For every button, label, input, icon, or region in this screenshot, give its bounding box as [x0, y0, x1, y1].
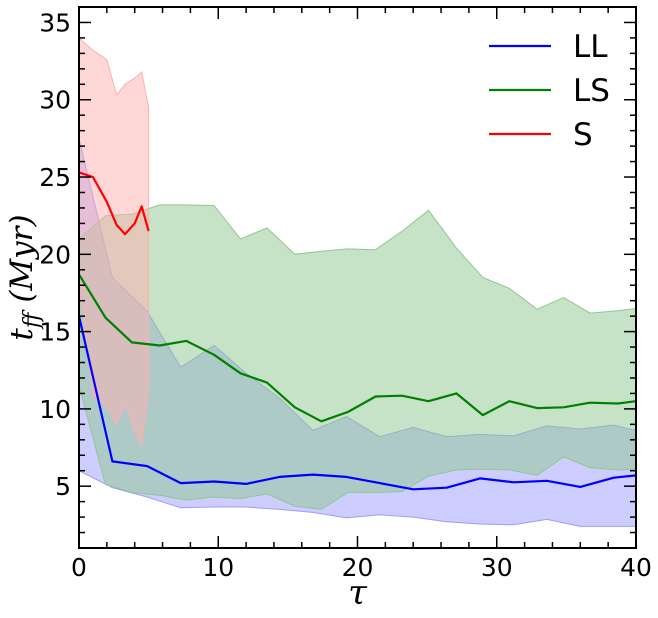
x-tick-label: 30 — [481, 553, 513, 582]
legend-label-s: S — [573, 117, 593, 153]
legend: LL LS S — [489, 29, 610, 153]
y-tick-label: 30 — [39, 86, 71, 115]
y-tick-label: 25 — [39, 163, 71, 192]
band-ls — [78, 204, 637, 510]
legend-label-ll: LL — [573, 29, 608, 65]
x-axis-label: τ — [348, 573, 368, 613]
y-tick-label: 15 — [39, 318, 71, 347]
series-line-s — [78, 171, 150, 236]
x-tick-label: 0 — [71, 553, 87, 582]
x-tick-label: 20 — [342, 553, 374, 582]
y-tick-label: 5 — [55, 472, 71, 501]
series-line-ls — [78, 273, 637, 423]
y-tick-label: 20 — [39, 240, 71, 269]
x-tick-label: 10 — [202, 553, 234, 582]
legend-label-ls: LS — [573, 73, 610, 109]
confidence-bands — [78, 36, 637, 527]
y-tick-label: 10 — [39, 395, 71, 424]
x-tick-label: 40 — [620, 553, 652, 582]
plot-frame — [78, 6, 637, 549]
y-tick-label: 35 — [39, 8, 71, 37]
y-axis-label: tff (Myr) — [4, 214, 45, 340]
axis-tick-labels: 0 10 20 30 40 5 10 15 20 25 30 35 — [39, 8, 652, 582]
series-lines — [77, 171, 637, 491]
series-line-ll — [77, 315, 637, 491]
